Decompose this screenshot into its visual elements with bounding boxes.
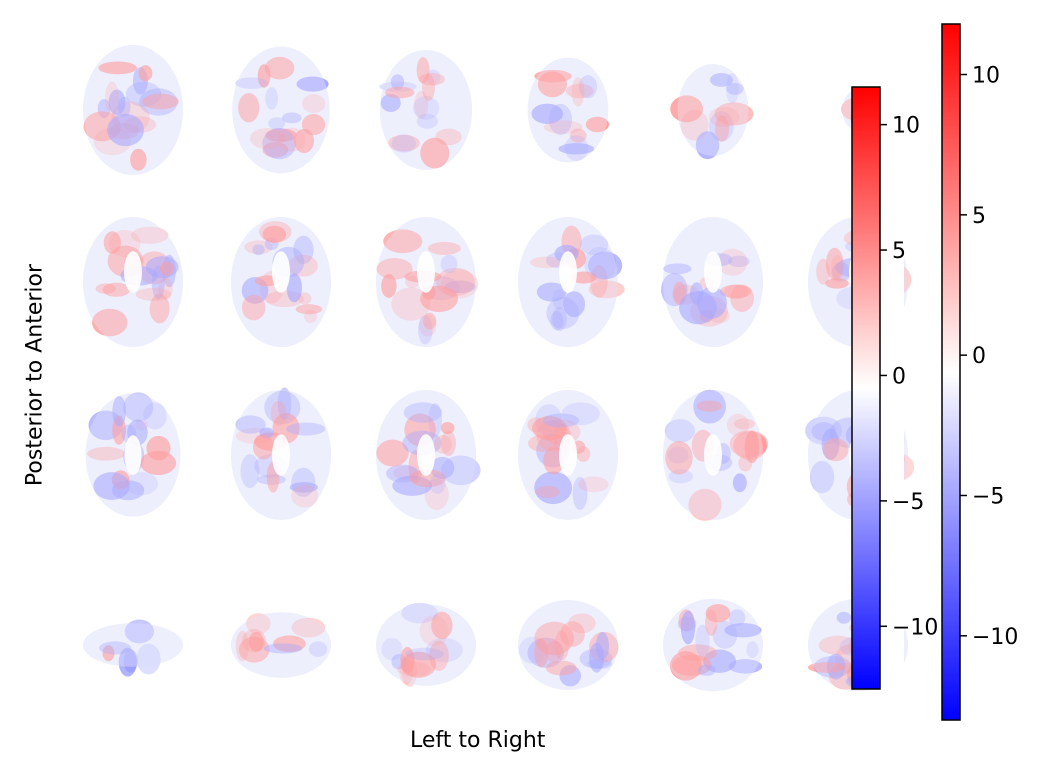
- colorbar-tick-label: 0: [972, 344, 986, 369]
- brain-slice: [231, 612, 331, 678]
- brain-slice: [527, 57, 610, 163]
- x-axis-label: Left to Right: [410, 728, 546, 753]
- brain-slice: [231, 387, 331, 520]
- brain-slice: [518, 390, 618, 520]
- colorbar-tick-label: 5: [892, 239, 906, 264]
- brain-slice: [663, 598, 763, 692]
- brain-slice: [376, 602, 476, 688]
- brain-slice: [670, 64, 754, 160]
- slice-grid: [83, 45, 915, 692]
- colorbar-tick-label: −5: [972, 484, 1004, 509]
- y-axis-label: Posterior to Anterior: [22, 263, 48, 487]
- brain-slice: [663, 389, 769, 521]
- colorbar-tick-label: −10: [892, 615, 938, 640]
- colorbar-tick-label: 0: [892, 364, 906, 389]
- brain-slice: [231, 217, 331, 347]
- colorbar-tick-label: −10: [972, 625, 1018, 650]
- brain-slice: [232, 46, 330, 174]
- brain-slice: [83, 217, 183, 347]
- colorbar-back: 10 5 0 −5 −10: [941, 23, 1018, 721]
- brain-slice: [83, 45, 183, 175]
- colorbar-tick-label: 10: [892, 114, 920, 139]
- colorbar-tick-label: 10: [972, 64, 1000, 89]
- brain-slice: [376, 217, 479, 347]
- brain-slice: [376, 390, 481, 520]
- colorbar-tick-label: 5: [972, 204, 986, 229]
- brain-slice: [518, 217, 625, 347]
- brain-slice: [379, 50, 473, 170]
- brain-slice: [518, 600, 619, 690]
- brain-slice: [85, 392, 181, 517]
- brain-slice: [83, 619, 183, 677]
- brain-slice: [661, 217, 763, 347]
- colorbar-gradient: [851, 86, 881, 690]
- colorbar-tick-label: −5: [892, 490, 924, 515]
- colorbar-gradient: [941, 23, 961, 721]
- colorbar-front: 10 5 0 −5 −10: [851, 86, 938, 690]
